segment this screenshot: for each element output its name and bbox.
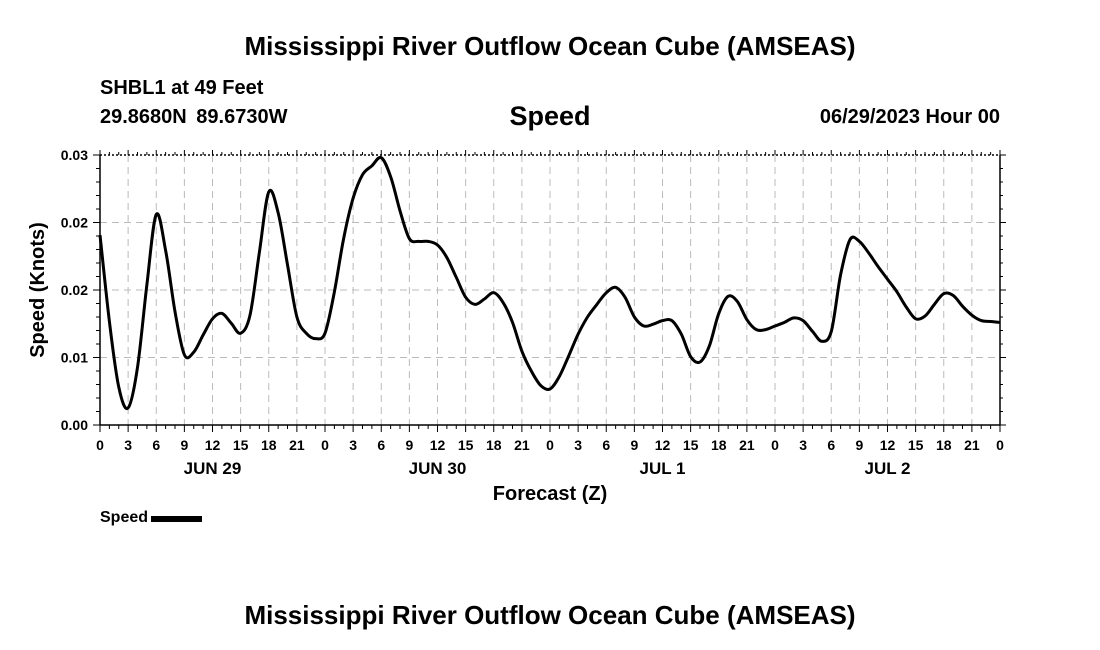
x-tick-label: 12 (880, 437, 896, 453)
main-title: Mississippi River Outflow Ocean Cube (AM… (244, 31, 856, 61)
legend: Speed (100, 509, 203, 527)
x-tick-label: 0 (996, 437, 1004, 453)
speed-chart: 0.00 0.01 0.02 0.02 0.03 0 3 6 9 12 15 18 21 0 3 6 9 12 15… (27, 147, 1006, 505)
x-tick-label: 3 (349, 437, 357, 453)
forecast-datetime: 06/29/2023 Hour 00 (819, 106, 1000, 128)
series-layer (98, 155, 1001, 411)
x-tick-label: 6 (827, 437, 835, 453)
axis-layer (93, 150, 1006, 432)
x-tick-label: 15 (233, 437, 249, 453)
x-tick-label: 6 (377, 437, 385, 453)
x-tick-label: 0 (771, 437, 779, 453)
x-tick-label: 18 (936, 437, 952, 453)
x-tick-label: 0 (96, 437, 104, 453)
x-tick-label: 18 (486, 437, 502, 453)
x-tick-label: 9 (180, 437, 188, 453)
x-tick-label: 12 (430, 437, 446, 453)
legend-swatch (151, 516, 203, 522)
label-layer: 0.00 0.01 0.02 0.02 0.03 0 3 6 9 12 15 18 21 0 3 6 9 12 15… (61, 147, 1004, 478)
x-tick-label: 15 (458, 437, 474, 453)
y-tick-label: 0.03 (61, 147, 88, 163)
x-tick-label: 6 (152, 437, 160, 453)
x-tick-label: 12 (205, 437, 221, 453)
bottom-title: Mississippi River Outflow Ocean Cube (AM… (244, 600, 856, 630)
x-tick-label: 3 (799, 437, 807, 453)
y-tick-label: 0.00 (61, 417, 88, 433)
day-label: JUN 30 (409, 459, 467, 478)
x-tick-label: 0 (546, 437, 554, 453)
series-line-speed (98, 155, 1001, 411)
x-tick-label: 21 (739, 437, 755, 453)
x-tick-label: 18 (261, 437, 277, 453)
day-label: JUL 1 (640, 459, 686, 478)
x-tick-label: 12 (655, 437, 671, 453)
x-tick-label: 15 (908, 437, 924, 453)
day-label: JUL 2 (865, 459, 911, 478)
grid-layer (100, 155, 1000, 425)
station-label: SHBL1 at 49 Feet (100, 77, 264, 99)
y-tick-label: 0.02 (61, 282, 88, 298)
coordinates-label: 29.8680N 89.6730W (100, 106, 288, 128)
day-label: JUN 29 (184, 459, 242, 478)
y-tick-label: 0.02 (61, 215, 88, 231)
x-axis-label: Forecast (Z) (493, 483, 607, 505)
y-tick-label: 0.01 (61, 350, 88, 366)
x-tick-label: 3 (574, 437, 582, 453)
parameter-title: Speed (509, 101, 591, 131)
x-tick-label: 9 (630, 437, 638, 453)
x-tick-label: 15 (683, 437, 699, 453)
x-tick-label: 21 (964, 437, 980, 453)
x-tick-label: 21 (514, 437, 530, 453)
x-tick-label: 6 (602, 437, 610, 453)
x-tick-label: 21 (289, 437, 305, 453)
x-tick-label: 9 (855, 437, 863, 453)
legend-label: Speed (100, 509, 149, 526)
x-tick-label: 18 (711, 437, 727, 453)
x-tick-label: 3 (124, 437, 132, 453)
x-tick-label: 0 (321, 437, 329, 453)
x-tick-label: 9 (405, 437, 413, 453)
y-axis-label: Speed (Knots) (27, 222, 49, 358)
